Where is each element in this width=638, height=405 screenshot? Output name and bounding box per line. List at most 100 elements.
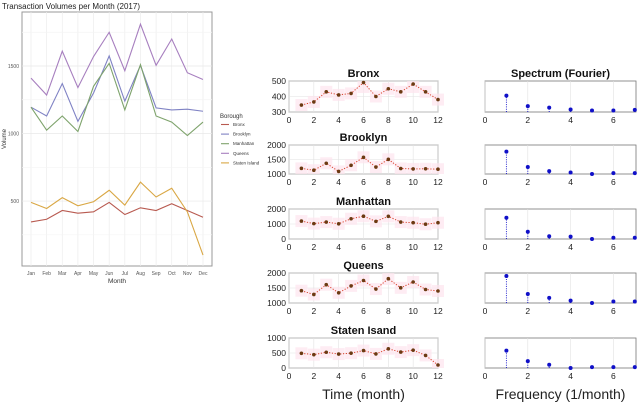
spectrum-point xyxy=(525,292,530,296)
time-data-point xyxy=(398,350,403,354)
time-ytick-label: 500 xyxy=(272,76,286,86)
time-xtick-label: 0 xyxy=(287,115,292,125)
time-data-point xyxy=(436,220,440,225)
time-data-point xyxy=(436,289,440,293)
spectrum-panel-title: Spectrum (Fourier) xyxy=(511,68,610,80)
spectrum-panel-frame xyxy=(484,337,637,369)
legend-label: Queens xyxy=(233,151,250,156)
spectrum-point xyxy=(547,105,552,110)
main-xtick-label: Nov xyxy=(183,271,192,277)
time-ytick-label: 1000 xyxy=(267,333,286,343)
legend-label: Brooklyn xyxy=(233,132,251,137)
time-data-point xyxy=(349,284,353,288)
spectrum-xtick-label: 4 xyxy=(568,115,573,125)
main-ytick-label: 1500 xyxy=(8,64,19,70)
spectrum-point xyxy=(611,108,616,113)
time-xtick-label: 2 xyxy=(311,177,316,187)
time-xtick-label: 4 xyxy=(336,115,341,125)
time-data-point xyxy=(324,220,329,224)
time-error-band xyxy=(357,81,370,93)
time-panel-title: Bronx xyxy=(348,68,381,80)
main-series-line-manhattan xyxy=(30,62,204,137)
spectrum-point xyxy=(632,365,637,370)
main-xtick-label: Oct xyxy=(168,271,176,277)
time-ytick-label: 2000 xyxy=(267,140,286,150)
time-xtick-label: 6 xyxy=(361,115,366,125)
time-xtick-label: 12 xyxy=(433,242,443,252)
time-data-point xyxy=(349,91,353,96)
time-xtick-label: 2 xyxy=(311,371,316,381)
time-data-point xyxy=(411,348,415,352)
spectrum-panel-frame xyxy=(484,144,637,175)
time-ytick-label: 0 xyxy=(281,234,286,244)
spectrum-xtick-label: 2 xyxy=(525,306,530,316)
time-panel-title: Staten Isand xyxy=(331,325,396,337)
spectrum-point xyxy=(525,359,530,364)
time-data-point xyxy=(349,216,353,221)
spectrum-point xyxy=(590,301,594,305)
main-ytick-label: 1000 xyxy=(8,132,19,138)
time-data-point xyxy=(336,93,341,97)
spectrum-point xyxy=(568,107,573,112)
time-data-point xyxy=(299,166,304,171)
time-data-point xyxy=(398,166,403,171)
spectrum-point xyxy=(590,365,594,370)
main-series-line-bronx xyxy=(30,201,204,223)
time-xtick-label: 6 xyxy=(361,177,366,187)
time-xtick-label: 12 xyxy=(433,115,443,125)
time-data-point xyxy=(361,348,366,353)
spectrum-xtick-label: 4 xyxy=(568,371,573,381)
time-data-point xyxy=(312,292,316,297)
spectrum-point xyxy=(611,365,616,370)
time-data-point xyxy=(398,286,403,290)
time-xtick-label: 8 xyxy=(386,177,391,187)
spectrum-point xyxy=(590,108,594,113)
main-plot-panel xyxy=(21,11,213,267)
time-panel-title: Manhattan xyxy=(336,196,391,208)
time-xtick-label: 8 xyxy=(386,306,391,316)
time-data-point xyxy=(411,167,415,171)
spectrum-xlabel: Frequency (1/month) xyxy=(496,386,626,402)
main-series-line-queens xyxy=(30,22,204,97)
time-xtick-label: 10 xyxy=(408,115,418,125)
time-data-point xyxy=(324,90,329,94)
time-xtick-label: 4 xyxy=(336,242,341,252)
time-ytick-label: 300 xyxy=(272,107,286,117)
time-data-point xyxy=(361,155,366,160)
spectrum-xtick-label: 4 xyxy=(568,242,573,252)
time-data-point xyxy=(312,168,316,173)
time-data-point xyxy=(361,278,366,283)
time-data-point xyxy=(312,100,316,104)
main-series-line-staten-island xyxy=(30,181,204,256)
time-ytick-label: 1500 xyxy=(267,155,286,165)
spectrum-point xyxy=(525,229,530,234)
time-panel-title: Queens xyxy=(343,260,383,272)
spectrum-point xyxy=(547,169,552,174)
time-xtick-label: 0 xyxy=(287,306,292,316)
time-xtick-label: 10 xyxy=(408,242,418,252)
time-data-point xyxy=(411,82,415,86)
main-xtick-label: Dec xyxy=(199,271,208,277)
time-data-point xyxy=(411,220,415,225)
time-ytick-label: 2000 xyxy=(267,204,286,214)
spectrum-point xyxy=(568,366,573,370)
time-data-point xyxy=(312,352,316,357)
spectrum-point xyxy=(525,165,530,170)
spectrum-point xyxy=(547,362,552,367)
time-data-point xyxy=(299,103,304,107)
spectrum-point xyxy=(632,235,637,240)
time-ytick-label: 500 xyxy=(272,348,286,358)
spectrum-xtick-label: 0 xyxy=(483,177,488,187)
spectrum-panel-frame xyxy=(484,272,637,304)
spectrum-xtick-label: 2 xyxy=(525,242,530,252)
spectrum-point xyxy=(632,171,637,176)
legend-label: Staten Island xyxy=(233,160,260,165)
time-data-point xyxy=(423,353,428,358)
time-data-point xyxy=(299,351,304,356)
time-data-point xyxy=(423,222,428,227)
spectrum-xtick-label: 4 xyxy=(568,306,573,316)
time-data-point xyxy=(361,214,366,218)
spectrum-point xyxy=(568,234,573,239)
time-data-point xyxy=(349,163,353,168)
spectrum-xtick-label: 2 xyxy=(525,115,530,125)
